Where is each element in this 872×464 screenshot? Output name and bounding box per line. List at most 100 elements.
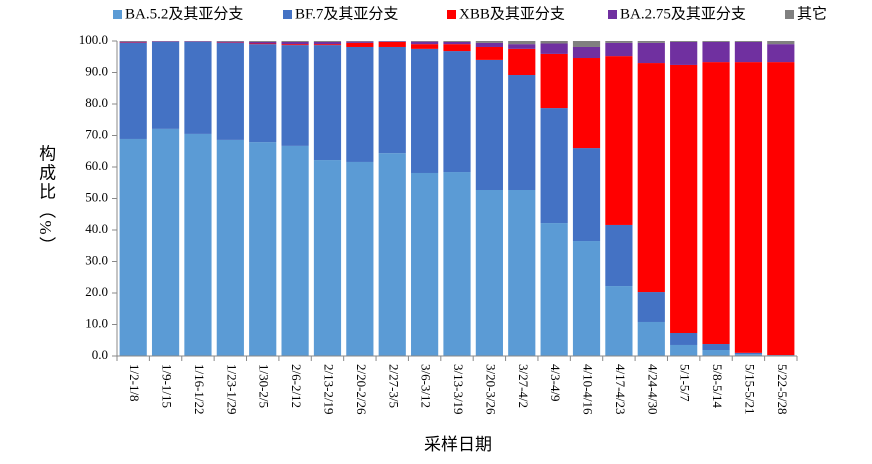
bar-segment: [670, 41, 698, 42]
bar-segment: [637, 42, 665, 64]
y-axis-label: 构成比（%）: [36, 144, 56, 255]
x-tick-label: 4/10-4/16: [581, 364, 596, 415]
bar-segment: [184, 133, 212, 356]
legend-label: XBB及其亚分支: [459, 5, 565, 22]
bar-segment: [281, 41, 309, 45]
bar-segment: [670, 344, 698, 356]
bar-segment: [637, 321, 665, 356]
bar-segment: [281, 45, 309, 146]
bar-segment: [605, 56, 633, 225]
bar-segment: [508, 75, 536, 190]
bar-segment: [346, 41, 374, 43]
bar-segment: [508, 44, 536, 49]
bar-segment: [670, 333, 698, 345]
bar-segment: [637, 41, 665, 43]
x-tick-label: 1/16-1/22: [192, 364, 207, 415]
bar-segment: [702, 62, 730, 345]
bar-segment: [411, 44, 439, 49]
bar-segment: [411, 41, 439, 42]
bar-segment: [475, 46, 503, 60]
bar-segment: [184, 41, 212, 134]
bar-segment: [249, 142, 277, 356]
x-tick-label: 2/6-2/12: [289, 364, 304, 408]
bar-segment: [346, 42, 374, 47]
bar-segment: [378, 41, 406, 47]
bar-segment: [249, 44, 277, 143]
x-tick-label: 2/27-3/5: [386, 364, 401, 408]
legend-label: BF.7及其亚分支: [295, 5, 398, 22]
x-tick-label: 5/8-5/14: [710, 364, 725, 409]
bar-segment: [670, 64, 698, 334]
bar-segment: [346, 46, 374, 162]
y-tick-label: 30.0: [85, 252, 108, 267]
bar-segment: [216, 42, 244, 140]
bar-segment: [411, 48, 439, 173]
bar-segment: [702, 41, 730, 63]
bar-segment: [346, 161, 374, 356]
legend-label: BA.2.75及其亚分支: [620, 5, 746, 22]
bar-segment: [249, 41, 277, 44]
y-tick-label: 10.0: [85, 315, 108, 330]
bar-segment: [119, 42, 147, 139]
bar-segment: [216, 41, 244, 42]
bar-segment: [313, 160, 342, 356]
bar-segment: [443, 172, 471, 356]
x-tick-label: 3/27-4/2: [516, 364, 531, 408]
bar-segment: [734, 352, 763, 355]
bar-segment: [443, 41, 471, 42]
bar-segment: [411, 41, 439, 45]
bar-segment: [734, 354, 763, 356]
bar-segment: [508, 48, 536, 76]
bar-segment: [443, 41, 471, 45]
bar-segment: [702, 344, 730, 351]
bar-segment: [572, 46, 601, 59]
y-tick-label: 0.0: [92, 347, 108, 362]
bar-segment: [313, 45, 342, 161]
bar-segment: [540, 41, 568, 44]
bar-segment: [475, 59, 503, 190]
bar-segment: [767, 44, 795, 63]
bar-segment: [281, 44, 309, 46]
x-tick-label: 5/22-5/28: [775, 364, 790, 415]
legend-swatch: [785, 10, 794, 19]
bar-segment: [475, 42, 503, 47]
bar-segment: [670, 41, 698, 65]
bar-segment: [475, 189, 503, 356]
x-tick-label: 5/15-5/21: [742, 364, 757, 415]
bar-segment: [281, 145, 309, 356]
bar-segment: [572, 241, 601, 356]
bar-segment: [249, 41, 277, 42]
x-axis-label: 采样日期: [424, 435, 492, 454]
bar-segment: [572, 41, 601, 47]
bar-segment: [572, 58, 601, 149]
bar-segment: [216, 41, 244, 43]
y-tick-label: 40.0: [85, 221, 108, 236]
x-tick-label: 5/1-5/7: [678, 364, 693, 402]
bar-segment: [767, 41, 795, 45]
x-tick-label: 4/24-4/30: [645, 364, 660, 415]
y-tick-label: 70.0: [85, 126, 108, 141]
bar-segment: [119, 41, 147, 42]
bar-segment: [540, 223, 568, 356]
y-tick-label: 60.0: [85, 158, 108, 173]
bar-segment: [605, 286, 633, 356]
bar-segment: [508, 41, 536, 45]
bar-segment: [313, 41, 342, 42]
bar-segment: [151, 128, 180, 356]
legend-label: BA.5.2及其亚分支: [125, 5, 243, 22]
bar-segment: [767, 62, 795, 356]
bar-segment: [119, 138, 147, 356]
bar-segment: [184, 41, 212, 42]
legend-swatch: [447, 10, 456, 19]
bar-segment: [411, 172, 439, 356]
bar-segment: [540, 53, 568, 109]
bar-segment: [443, 44, 471, 52]
bar-segment: [540, 108, 568, 224]
y-tick-label: 20.0: [85, 284, 108, 299]
x-tick-label: 2/13-2/19: [321, 364, 336, 415]
bar-segment: [443, 51, 471, 173]
x-tick-label: 3/6-3/12: [419, 364, 434, 408]
bar-segment: [378, 46, 406, 154]
bar-segment: [475, 41, 503, 43]
